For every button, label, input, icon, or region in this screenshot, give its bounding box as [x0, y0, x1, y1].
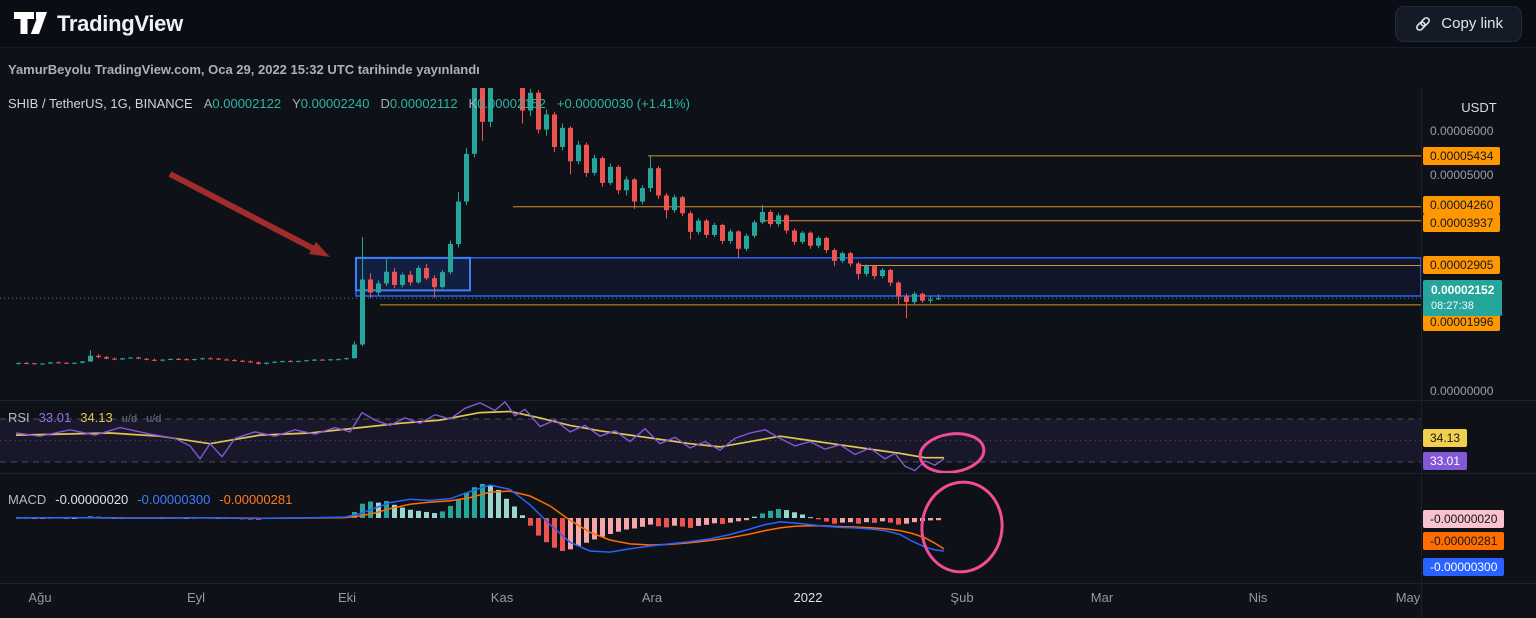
time-tick: Kas: [490, 590, 514, 605]
tradingview-logo[interactable]: TradingView: [14, 11, 183, 37]
open-value: 0.00002122: [212, 96, 282, 111]
time-tick: May: [1395, 590, 1421, 605]
close-label: K: [468, 96, 478, 111]
low-label: D: [380, 96, 390, 111]
time-axis-border: [0, 583, 1536, 584]
brand-text: TradingView: [57, 10, 183, 36]
macd-signal-value: -0.00000281: [219, 492, 293, 507]
candles: [16, 88, 941, 365]
price-level-badge: 0.00003937: [1423, 214, 1501, 232]
rsi-extra-2: u/d: [146, 413, 162, 425]
macd-label[interactable]: MACD: [8, 492, 47, 507]
price-level-badge: 0.00002905: [1423, 256, 1501, 274]
pane-separator-main-rsi[interactable]: [0, 400, 1536, 401]
price-axis-border: [1421, 88, 1422, 618]
symbol-info-bar: SHIB / TetherUS, 1G, BINANCE A0.00002122…: [8, 96, 690, 111]
price-level-badge: 0.00005434: [1423, 147, 1501, 165]
tradingview-mark-icon: [14, 11, 47, 34]
pane-separator-rsi-macd[interactable]: [0, 473, 1536, 474]
rsi-extra-1: u/d: [121, 413, 138, 425]
rsi-ma-line: [15, 410, 944, 459]
time-tick: 2022: [793, 590, 823, 605]
price-level-badge: -0.00000020: [1423, 510, 1505, 528]
rsi-title-row: RSI 33.01 34.13 u/d u/d: [8, 410, 161, 425]
high-value: 0.00002240: [300, 96, 370, 111]
copy-link-label: Copy link: [1441, 15, 1503, 32]
arrow-head: [309, 242, 330, 257]
price-level-badge: 34.13: [1423, 429, 1468, 447]
macd-line: [15, 484, 945, 553]
time-tick: Şub: [950, 590, 974, 605]
price-tick: 0.00000000: [1430, 384, 1494, 398]
link-icon: [1416, 16, 1431, 31]
change-value: +0.00000030 (+1.41%): [556, 96, 690, 111]
time-tick: Eyl: [186, 590, 206, 605]
current-price-badge: 0.00002152 08:27:38: [1423, 280, 1503, 316]
rsi-value: 33.01: [38, 410, 72, 425]
time-tick: Ara: [641, 590, 663, 605]
attribution: YamurBeyolu TradingView.com, Oca 29, 202…: [8, 62, 480, 77]
price-axis[interactable]: USDT 0.00006000 0.00005000 0.00000000 0.000…: [1422, 88, 1536, 618]
high-label: Y: [292, 96, 301, 111]
price-chart-canvas[interactable]: [0, 88, 1421, 583]
symbol-title[interactable]: SHIB / TetherUS, 1G, BINANCE: [8, 96, 193, 111]
macd-pane[interactable]: [15, 483, 945, 553]
close-value: 0.00002152: [477, 96, 546, 111]
time-axis[interactable]: Ağu Eyl Eki Kas Ara 2022 Şub Mar Nis May: [0, 584, 1536, 618]
axis-currency-label: USDT: [1461, 100, 1497, 115]
price-tick: 0.00005000: [1430, 168, 1494, 182]
open-label: A: [203, 96, 213, 111]
macd-line-value: -0.00000300: [137, 492, 211, 507]
price-level-badge: 33.01: [1423, 452, 1468, 470]
price-level-badge: -0.00000300: [1423, 558, 1505, 576]
macd-hist-value: -0.00000020: [55, 492, 129, 507]
low-value: 0.00002112: [389, 96, 458, 111]
main-pane[interactable]: [0, 88, 1421, 365]
time-tick: Ağu: [28, 590, 52, 605]
price-level-badge: -0.00000281: [1423, 532, 1505, 550]
price-level-badge: 0.00004260: [1423, 196, 1501, 214]
arrow-annotation: [168, 171, 318, 253]
rsi-pane[interactable]: [0, 401, 1421, 472]
rsi-line: [15, 401, 945, 472]
price-tick: 0.00006000: [1430, 124, 1494, 138]
time-tick: Eki: [337, 590, 357, 605]
rsi-ma-value: 34.13: [80, 410, 113, 425]
macd-signal-line: [15, 490, 945, 550]
highlight-circle: [918, 432, 986, 474]
header: TradingView Copy link: [0, 0, 1536, 48]
time-tick: Nis: [1248, 590, 1268, 605]
macd-title-row: MACD -0.00000020 -0.00000300 -0.00000281: [8, 492, 292, 507]
highlight-circle: [920, 480, 1004, 574]
copy-link-button[interactable]: Copy link: [1395, 5, 1522, 42]
rsi-label[interactable]: RSI: [8, 410, 30, 425]
time-tick: Mar: [1090, 590, 1114, 605]
price-level-badge: 0.00001996: [1423, 313, 1501, 331]
